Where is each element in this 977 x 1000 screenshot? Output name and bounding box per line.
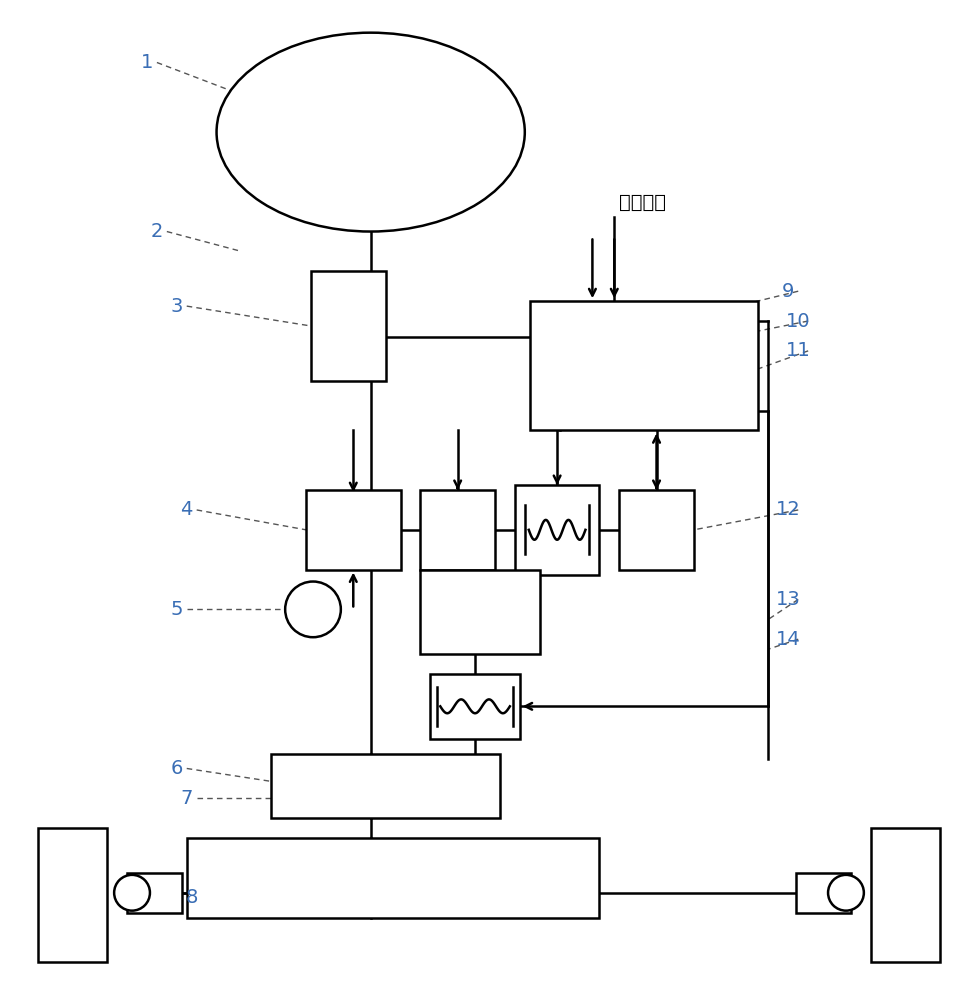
Text: 14: 14	[775, 630, 800, 649]
Bar	[271, 754, 499, 818]
Bar	[420, 570, 539, 654]
Bar	[187, 838, 599, 918]
Bar	[127, 873, 182, 913]
Text: 7: 7	[181, 789, 192, 808]
Text: 2: 2	[150, 222, 163, 241]
Bar	[795, 873, 850, 913]
Bar	[37, 828, 107, 962]
Text: 11: 11	[786, 341, 810, 360]
Text: 3: 3	[170, 297, 183, 316]
Circle shape	[828, 875, 863, 911]
Text: 9: 9	[782, 282, 793, 301]
Bar	[514, 485, 599, 575]
Text: 8: 8	[186, 888, 197, 907]
Text: 12: 12	[775, 500, 800, 519]
Text: 车速信号: 车速信号	[618, 193, 665, 212]
Bar	[430, 674, 520, 739]
Bar	[306, 490, 401, 570]
Text: 1: 1	[141, 53, 153, 72]
Text: 6: 6	[170, 759, 183, 778]
Bar	[420, 490, 494, 570]
Bar	[311, 271, 385, 381]
Bar	[618, 490, 693, 570]
Text: 4: 4	[181, 500, 192, 519]
Text: 5: 5	[170, 600, 183, 619]
Circle shape	[114, 875, 149, 911]
Ellipse shape	[216, 33, 525, 232]
Bar	[870, 828, 940, 962]
Bar	[530, 301, 758, 430]
Text: 13: 13	[775, 590, 800, 609]
Circle shape	[285, 582, 341, 637]
Text: 10: 10	[786, 312, 810, 331]
